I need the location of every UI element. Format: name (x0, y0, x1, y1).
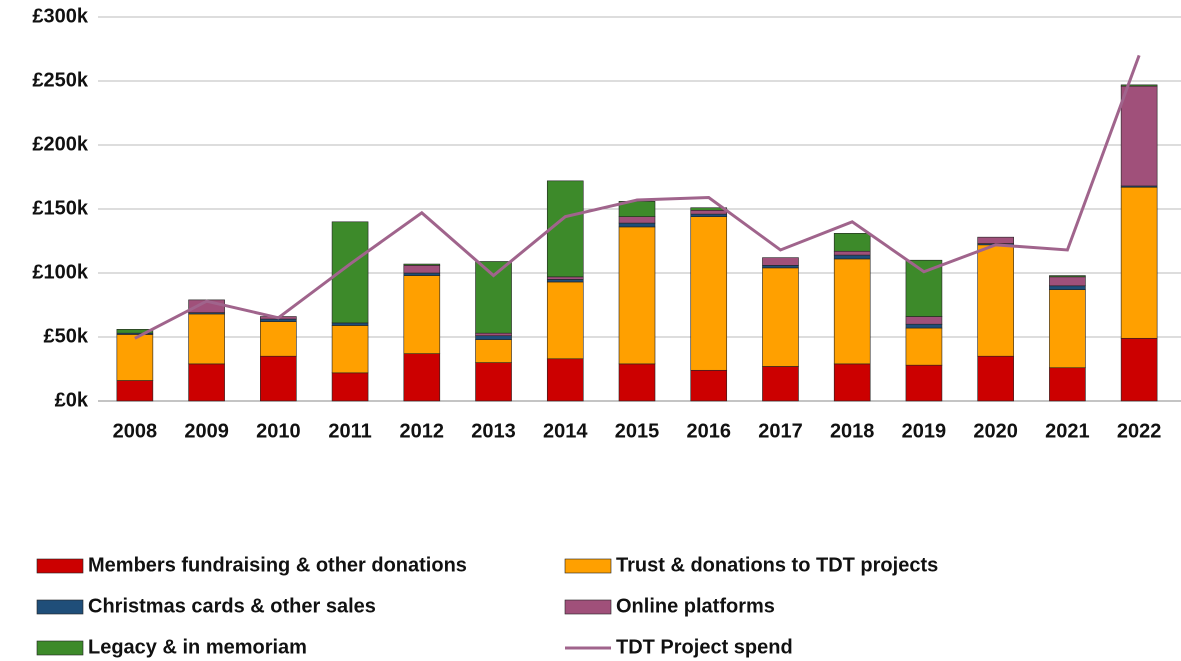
bar-segment (1120, 337, 1158, 402)
bar-segment (403, 263, 441, 266)
x-tick-label: 2022 (1117, 420, 1162, 442)
bar-segment (977, 236, 1014, 244)
bar-segment (1120, 186, 1158, 339)
legend-label: Christmas cards & other sales (88, 595, 376, 617)
legend-label: Online platforms (616, 595, 775, 617)
y-tick-label: £300k (32, 5, 88, 27)
bar-segment (1120, 85, 1158, 187)
legend-label: Members fundraising & other donations (88, 554, 467, 576)
bar-segment (1049, 276, 1086, 287)
bar-segment (977, 244, 1014, 357)
bar-segment (260, 355, 297, 402)
legend-label: TDT Project spend (616, 636, 793, 658)
x-tick-label: 2009 (184, 420, 229, 442)
bar-segment (331, 322, 369, 326)
bar-segment (260, 318, 297, 322)
bar-segment (1049, 289, 1086, 369)
x-tick-label: 2020 (973, 420, 1018, 442)
x-tick-label: 2011 (328, 420, 371, 442)
x-tick-label: 2019 (902, 420, 947, 442)
bar-segment (905, 316, 943, 325)
bar-segment (905, 327, 943, 366)
bar-segment (905, 259, 943, 317)
bar-segment (331, 372, 369, 402)
x-tick-label: 2013 (471, 420, 516, 442)
bar-segment (116, 334, 154, 381)
bar-segment (618, 222, 656, 228)
x-tick-label: 2017 (758, 420, 803, 442)
bar-segment (1120, 84, 1158, 87)
legend-swatch (36, 599, 84, 615)
bar-segment (403, 272, 441, 276)
bar-segment (833, 250, 871, 256)
bar-segment (905, 364, 943, 402)
bar-segment (546, 358, 584, 402)
x-tick-label: 2018 (830, 420, 875, 442)
bar-segment (618, 226, 656, 365)
x-tick-label: 2014 (543, 420, 588, 442)
bar-segment (475, 332, 512, 337)
bar-segment (618, 216, 656, 224)
bar-segment (403, 353, 441, 402)
bar-segment (977, 355, 1014, 402)
bar-segment (546, 281, 584, 360)
bar-segment (403, 265, 441, 274)
bar-segment (1049, 275, 1086, 278)
bar-segment (690, 209, 728, 215)
bar-segment (546, 276, 584, 280)
bar-segment (1049, 367, 1086, 402)
bar-segment (260, 321, 297, 357)
bar-segment (762, 257, 799, 266)
x-tick-label: 2008 (113, 420, 158, 442)
y-tick-label: £50k (44, 325, 89, 347)
bar-segment (116, 329, 154, 334)
bar-segment (1049, 285, 1086, 290)
y-tick-label: £250k (32, 69, 88, 91)
bar-segment (475, 335, 512, 340)
legend-swatch (36, 640, 84, 656)
bar-segment (546, 180, 584, 278)
line-series (134, 54, 1141, 340)
legend-swatch (564, 599, 612, 615)
bar-segment (618, 363, 656, 402)
bar-segment (833, 233, 871, 252)
bar-segment (475, 261, 512, 334)
bar-segment (762, 267, 799, 367)
bar-segment (762, 366, 799, 402)
bar-segment (690, 369, 728, 402)
x-tick-label: 2016 (686, 420, 731, 442)
legend-label: Legacy & in memoriam (88, 636, 307, 658)
bar-segment (762, 265, 799, 269)
bar-segment (188, 313, 225, 365)
bar-segment (905, 323, 943, 329)
bar-segment (833, 254, 871, 260)
bar-segment (690, 213, 728, 217)
bar-segment (403, 275, 441, 354)
legend-swatch (564, 558, 612, 574)
y-tick-label: £150k (32, 197, 88, 219)
bar-segment (331, 325, 369, 374)
legend-label: Trust & donations to TDT projects (616, 554, 938, 576)
bar-segment (188, 363, 225, 402)
bar-segment (475, 362, 512, 402)
legend-swatch (36, 558, 84, 574)
y-tick-label: £100k (32, 261, 88, 283)
y-tick-label: £200k (32, 133, 88, 155)
bar-segment (690, 216, 728, 371)
bar-segment (833, 363, 871, 402)
y-tick-label: £0k (55, 389, 89, 411)
bar-segment (833, 258, 871, 365)
x-tick-label: 2012 (400, 420, 445, 442)
x-tick-label: 2021 (1045, 420, 1090, 442)
x-tick-label: 2015 (615, 420, 660, 442)
x-tick-label: 2010 (256, 420, 301, 442)
bar-segment (546, 279, 584, 283)
bar-segment (116, 380, 154, 402)
bar-segment (475, 339, 512, 363)
